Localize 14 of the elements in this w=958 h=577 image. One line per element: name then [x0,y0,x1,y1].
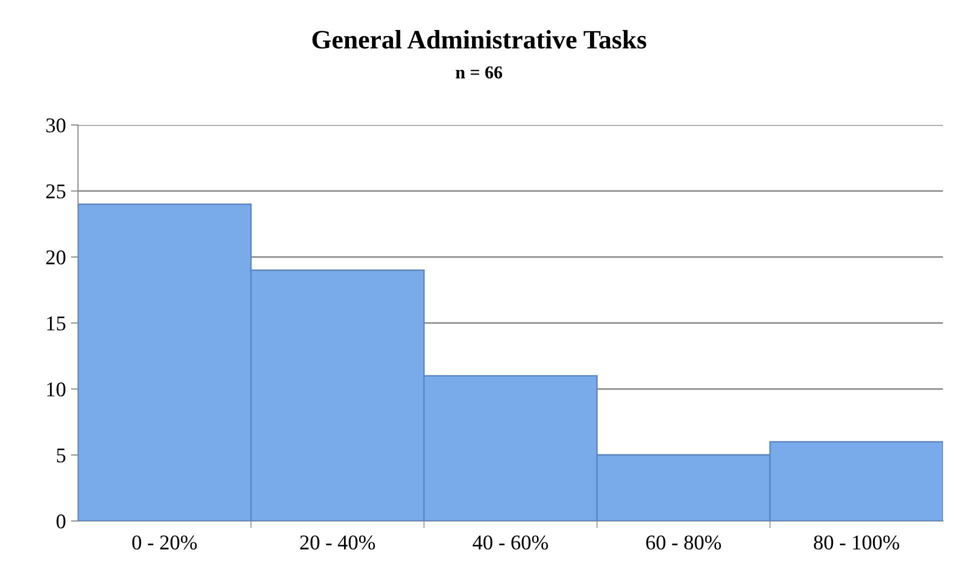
x-tick-label: 20 - 40% [300,535,375,550]
y-tick-label: 25 [46,184,66,198]
chart-title: General Administrative Tasks [312,30,646,49]
chart-subtitle: n = 66 [456,66,502,79]
x-tick-label: 40 - 60% [472,535,548,550]
x-tick-label: 80 - 100% [814,535,900,550]
x-tick-label: 0 - 20% [132,535,197,550]
y-tick-label: 15 [47,316,66,330]
y-tick-label: 0 [56,514,66,528]
y-tick-label: 20 [46,250,66,264]
y-tick-label: 5 [56,448,66,462]
y-tick-label: 30 [46,118,66,132]
y-tick-label: 10 [47,382,66,396]
x-tick-label: 60 - 80% [646,535,721,550]
